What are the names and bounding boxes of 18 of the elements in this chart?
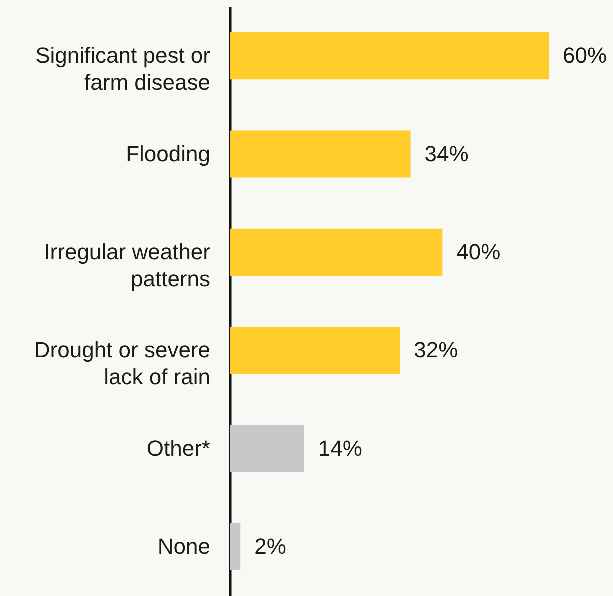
bar <box>230 130 411 178</box>
bar <box>230 523 241 570</box>
y-tick-label: Drought or severe lack of rain <box>34 338 210 390</box>
data-label: 34% <box>424 141 469 166</box>
bar <box>230 425 304 472</box>
y-tick-label: Irregular weather patterns <box>44 239 210 292</box>
data-label: 2% <box>254 534 286 559</box>
bar <box>230 228 443 276</box>
y-tick-label: Other* <box>146 436 211 461</box>
data-label: 40% <box>456 239 501 264</box>
data-label: 14% <box>318 436 362 461</box>
bar <box>230 32 549 80</box>
y-tick-label: Significant pest or farm disease <box>36 43 210 96</box>
y-tick-label: None <box>158 534 210 559</box>
y-tick-label: Flooding <box>126 141 210 166</box>
data-label: 60% <box>563 43 608 68</box>
data-label: 32% <box>414 338 458 363</box>
bar <box>230 327 400 374</box>
